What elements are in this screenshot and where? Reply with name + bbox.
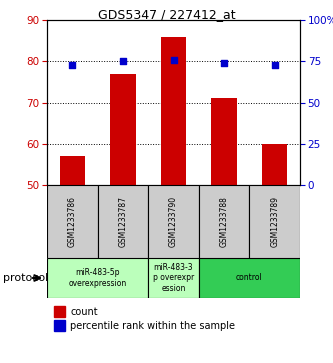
- Bar: [161, 37, 186, 185]
- Text: GSM1233789: GSM1233789: [270, 196, 279, 247]
- Text: GSM1233787: GSM1233787: [119, 196, 128, 247]
- Bar: [148, 258, 199, 298]
- Text: control: control: [236, 273, 263, 282]
- Bar: [98, 185, 148, 258]
- Bar: [47, 185, 98, 258]
- Text: GSM1233788: GSM1233788: [219, 196, 228, 247]
- Point: [171, 57, 176, 62]
- Point: [70, 62, 75, 68]
- Bar: [262, 144, 287, 185]
- Point: [120, 58, 126, 64]
- Bar: [211, 98, 237, 185]
- Bar: [199, 185, 249, 258]
- Point: [272, 62, 277, 68]
- Bar: [110, 74, 136, 185]
- Text: GSM1233786: GSM1233786: [68, 196, 77, 247]
- Text: protocol: protocol: [3, 273, 49, 283]
- Text: miR-483-5p
overexpression: miR-483-5p overexpression: [69, 268, 127, 288]
- Bar: [199, 258, 300, 298]
- Text: count: count: [70, 306, 98, 317]
- Text: miR-483-3
p overexpr
ession: miR-483-3 p overexpr ession: [153, 263, 194, 293]
- Point: [221, 60, 227, 66]
- Text: percentile rank within the sample: percentile rank within the sample: [70, 321, 235, 331]
- Bar: [60, 156, 85, 185]
- Text: GDS5347 / 227412_at: GDS5347 / 227412_at: [98, 8, 235, 21]
- Text: GSM1233790: GSM1233790: [169, 196, 178, 247]
- Bar: [148, 185, 199, 258]
- Bar: [47, 258, 148, 298]
- Bar: [249, 185, 300, 258]
